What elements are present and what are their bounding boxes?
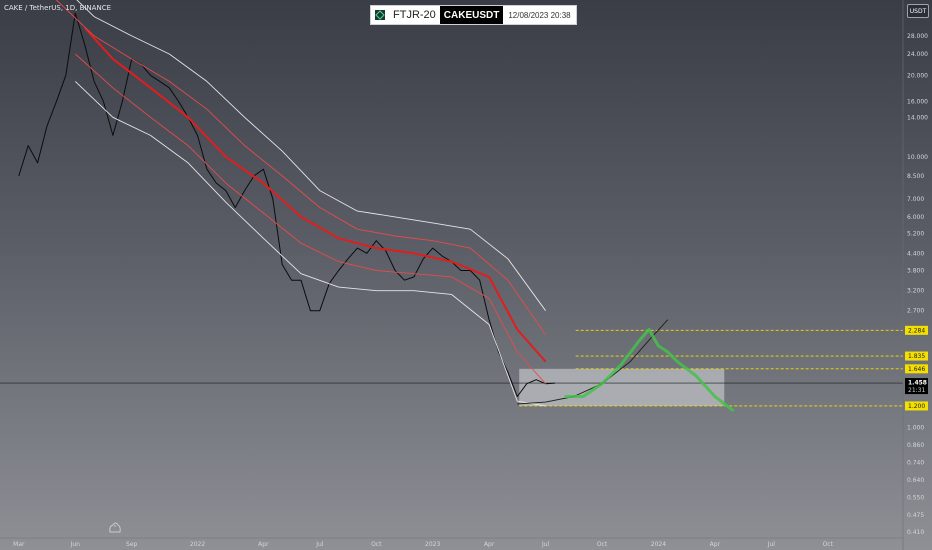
symbol-header: FTJR-20 CAKEUSDT 12/08/2023 20:38 [370,5,577,25]
ticker-label: CAKEUSDT [439,6,504,24]
y-tick-label: 0.550 [907,495,924,502]
price-tag-bg [905,351,928,361]
y-tick-label: 3.200 [907,288,924,295]
y-axis: 34.00028.00024.00020.00016.00014.00010.0… [902,0,928,550]
price-tag-bg [905,364,928,374]
series-line-2 [56,0,546,335]
x-tick-label: Jul [315,541,324,548]
y-tick-label: 7.000 [907,196,924,203]
x-tick-label: Jun [70,541,81,548]
current-price-label: 1.458 [908,380,927,387]
cube-logo-icon [371,6,389,24]
range-box [519,368,725,406]
x-tick-label: Jul [767,541,776,548]
y-tick-label: 10.000 [907,154,928,161]
series-line-7 [564,328,735,413]
x-tick-label: 2022 [190,541,205,548]
tradingview-logo-icon [109,522,121,533]
range-box-layer [519,368,725,406]
y-tick-label: 2.700 [907,308,924,315]
y-tick-label: 16.000 [907,99,928,106]
x-tick-label: Apr [710,541,721,548]
series-line-5 [74,81,546,407]
x-tick-label: Jul [541,541,550,548]
y-tick-label: 6.000 [907,214,924,221]
x-tick-label: Apr [258,541,269,548]
y-tick-label: 0.475 [907,512,924,519]
x-tick-label: Mar [13,541,25,548]
y-tick-label: 0.640 [907,477,924,484]
x-tick-label: Apr [484,541,495,548]
countdown-label: 21:31 [908,387,925,394]
x-tick-label: Sep [126,541,138,548]
y-tick-label: 0.410 [907,529,924,536]
series-layer [18,0,735,413]
y-tick-label: 4.400 [907,250,924,257]
x-tick-label: Oct [597,541,608,548]
y-tick-label: 5.200 [907,231,924,238]
x-axis: Mar Jun Sep 2022 Apr Jul Oct 2023 Apr Jul Oct 2024 A… [0,537,903,548]
x-tick-label: 2023 [425,541,440,548]
price-tag-label: 1.646 [908,366,925,373]
y-tick-label: 24.000 [907,51,928,58]
y-tick-label: 20.000 [907,72,928,79]
timestamp: 12/08/2023 20:38 [508,10,571,20]
series-line-1 [83,27,547,363]
price-tag-label: 2.284 [908,327,925,334]
price-tag-label: 1.835 [908,353,925,360]
currency-badge[interactable]: USDT [907,4,929,18]
level-lines-layer [0,329,903,407]
current-price-tag-bg [905,378,928,395]
y-tick-label: 0.860 [907,442,924,449]
x-tick-label: Oct [823,541,834,548]
x-tick-label: 2024 [651,541,666,548]
y-tick-label: 28.000 [907,33,928,40]
indicator-name: FTJR-20 [393,9,436,21]
y-tick-label: 3.800 [907,268,924,275]
y-tick-label: 1.000 [907,424,924,431]
y-tick-label: 8.500 [907,173,924,180]
price-tag-bg [905,325,928,335]
series-line-4 [76,0,546,311]
price-tag-bg [905,401,928,411]
symbol-label: CAKE / TetherUS, 1D, BINANCE [4,4,112,12]
series-line-3 [74,53,546,384]
y-tick-label: 14.000 [907,114,928,121]
price-tag-label: 1.200 [908,403,925,410]
x-tick-label: Oct [371,541,382,548]
series-line-0 [18,12,556,397]
y-tick-label: 0.740 [907,460,924,467]
